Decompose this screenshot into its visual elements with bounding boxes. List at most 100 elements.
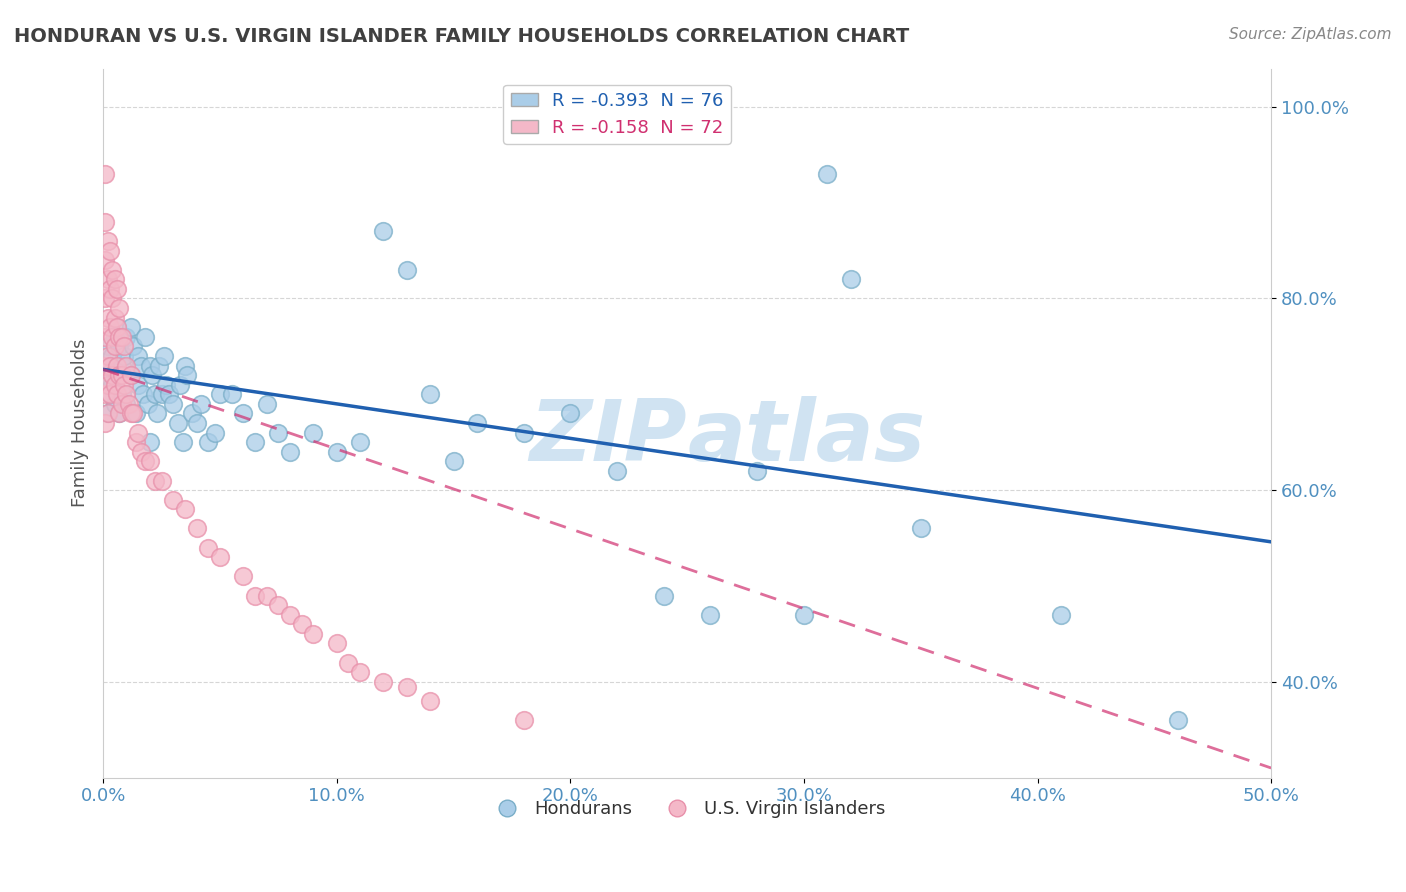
Point bbox=[302, 627, 325, 641]
Point bbox=[98, 387, 121, 401]
Point bbox=[105, 320, 128, 334]
Point bbox=[105, 320, 128, 334]
Point bbox=[94, 253, 117, 268]
Point bbox=[139, 359, 162, 373]
Point bbox=[134, 330, 156, 344]
Point bbox=[127, 425, 149, 440]
Point bbox=[155, 377, 177, 392]
Point bbox=[111, 397, 134, 411]
Point bbox=[910, 521, 932, 535]
Point bbox=[204, 425, 226, 440]
Point bbox=[105, 387, 128, 401]
Point bbox=[112, 349, 135, 363]
Point bbox=[97, 310, 120, 325]
Point bbox=[148, 359, 170, 373]
Point bbox=[98, 359, 121, 373]
Text: atlas: atlas bbox=[688, 396, 925, 479]
Point bbox=[111, 368, 134, 383]
Point bbox=[395, 680, 418, 694]
Point bbox=[94, 368, 117, 383]
Point bbox=[278, 444, 301, 458]
Point bbox=[256, 589, 278, 603]
Point bbox=[337, 656, 360, 670]
Point bbox=[302, 425, 325, 440]
Point bbox=[652, 589, 675, 603]
Text: Source: ZipAtlas.com: Source: ZipAtlas.com bbox=[1229, 27, 1392, 42]
Point bbox=[108, 407, 131, 421]
Point bbox=[98, 359, 121, 373]
Point bbox=[197, 435, 219, 450]
Point bbox=[104, 397, 127, 411]
Point bbox=[129, 359, 152, 373]
Point bbox=[115, 387, 138, 401]
Point bbox=[111, 330, 134, 344]
Point bbox=[97, 349, 120, 363]
Point bbox=[146, 407, 169, 421]
Point bbox=[101, 377, 124, 392]
Point bbox=[97, 234, 120, 248]
Point bbox=[139, 435, 162, 450]
Point bbox=[186, 416, 208, 430]
Point bbox=[278, 607, 301, 622]
Point bbox=[104, 377, 127, 392]
Point bbox=[815, 167, 838, 181]
Point bbox=[267, 598, 290, 612]
Y-axis label: Family Households: Family Households bbox=[72, 339, 89, 508]
Point bbox=[101, 330, 124, 344]
Point bbox=[115, 359, 138, 373]
Point bbox=[176, 368, 198, 383]
Point bbox=[419, 387, 441, 401]
Point bbox=[108, 339, 131, 353]
Point bbox=[157, 387, 180, 401]
Point bbox=[150, 474, 173, 488]
Point bbox=[94, 416, 117, 430]
Point bbox=[105, 368, 128, 383]
Point bbox=[243, 589, 266, 603]
Point bbox=[143, 474, 166, 488]
Point bbox=[104, 339, 127, 353]
Point bbox=[115, 397, 138, 411]
Point bbox=[101, 368, 124, 383]
Point bbox=[173, 359, 195, 373]
Point bbox=[122, 339, 145, 353]
Point bbox=[208, 550, 231, 565]
Point bbox=[606, 464, 628, 478]
Point bbox=[105, 359, 128, 373]
Point bbox=[167, 416, 190, 430]
Point bbox=[349, 435, 371, 450]
Point bbox=[98, 320, 121, 334]
Point bbox=[101, 262, 124, 277]
Point bbox=[120, 368, 142, 383]
Point bbox=[94, 292, 117, 306]
Point bbox=[94, 215, 117, 229]
Point bbox=[267, 425, 290, 440]
Point bbox=[395, 262, 418, 277]
Point bbox=[560, 407, 582, 421]
Point bbox=[105, 282, 128, 296]
Point bbox=[793, 607, 815, 622]
Point bbox=[97, 339, 120, 353]
Point bbox=[115, 330, 138, 344]
Point bbox=[512, 425, 534, 440]
Point bbox=[162, 492, 184, 507]
Point bbox=[108, 330, 131, 344]
Point bbox=[101, 349, 124, 363]
Point bbox=[112, 339, 135, 353]
Point bbox=[197, 541, 219, 555]
Point bbox=[136, 397, 159, 411]
Point bbox=[208, 387, 231, 401]
Point bbox=[169, 377, 191, 392]
Point bbox=[373, 224, 395, 238]
Point bbox=[349, 665, 371, 680]
Point bbox=[111, 387, 134, 401]
Point bbox=[221, 387, 243, 401]
Point bbox=[419, 694, 441, 708]
Point bbox=[98, 282, 121, 296]
Point bbox=[134, 454, 156, 468]
Point bbox=[104, 272, 127, 286]
Point bbox=[120, 320, 142, 334]
Point bbox=[443, 454, 465, 468]
Point bbox=[143, 387, 166, 401]
Point bbox=[108, 301, 131, 315]
Point bbox=[232, 407, 254, 421]
